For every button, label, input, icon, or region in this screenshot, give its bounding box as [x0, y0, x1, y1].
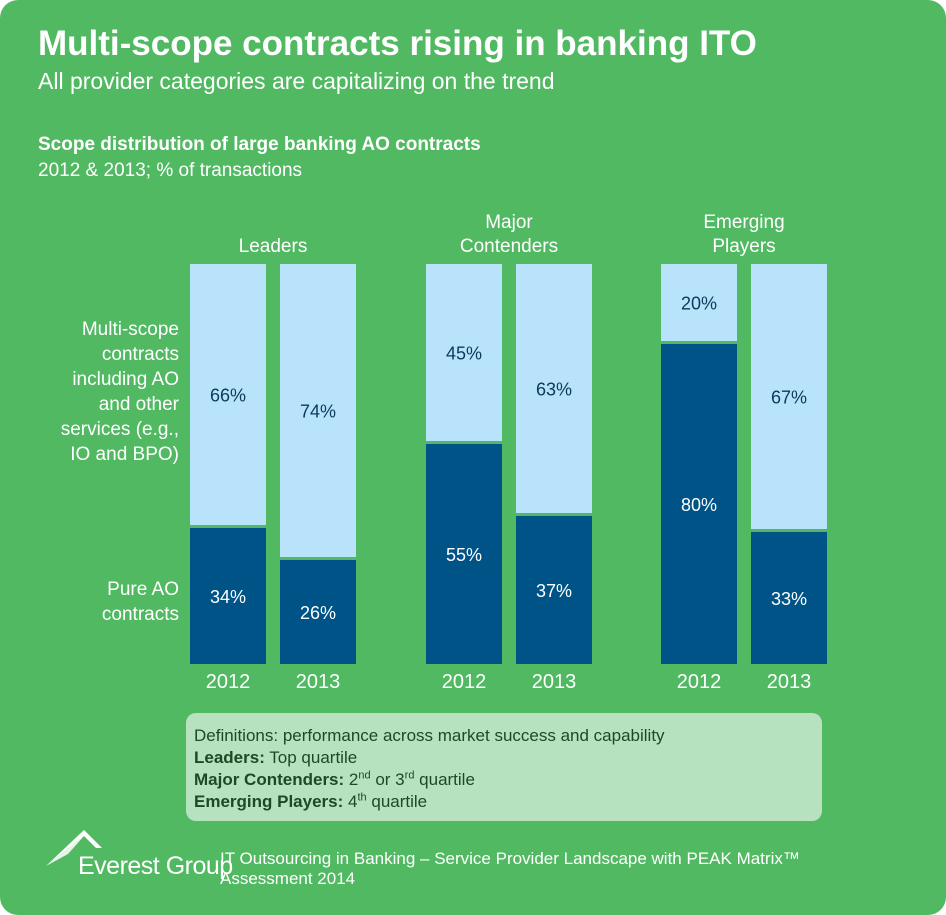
- x-tick-label: 2012: [677, 671, 722, 693]
- definition-text: 4: [343, 792, 358, 811]
- data-label-multi-scope: 74%: [300, 402, 336, 422]
- x-tick-label: 2012: [206, 671, 251, 693]
- bar-pure-ao: [751, 532, 827, 664]
- source-note: IT Outsourcing in Banking – Service Prov…: [220, 849, 880, 889]
- definition-major-contenders: Major Contenders: 2nd or 3rd quartile: [194, 769, 822, 791]
- series-label-pure-ao: Pure AO contracts: [102, 579, 179, 625]
- bar-multi-scope: [661, 264, 737, 341]
- everest-group-logo: Everest Group: [44, 828, 233, 888]
- x-tick-label: 2013: [767, 671, 812, 693]
- source-line-2: Assessment 2014: [220, 869, 356, 888]
- data-label-pure-ao: 26%: [300, 603, 336, 623]
- definition-sup: rd: [404, 769, 415, 782]
- definition-text: quartile: [366, 792, 428, 811]
- page-title: Multi-scope contracts rising in banking …: [38, 24, 757, 63]
- bar-multi-scope: [280, 264, 356, 557]
- data-label-multi-scope: 67%: [771, 388, 807, 408]
- page-subtitle: All provider categories are capitalizing…: [38, 68, 555, 94]
- data-label-pure-ao: 55%: [446, 545, 482, 565]
- bar-multi-scope: [190, 264, 266, 525]
- definition-text: 2: [344, 770, 359, 789]
- group-label: Major Contenders: [460, 212, 558, 257]
- definition-leaders: Leaders: Top quartile: [194, 747, 822, 769]
- data-label-pure-ao: 33%: [771, 589, 807, 609]
- definition-sup: nd: [358, 769, 371, 782]
- bar-multi-scope: [426, 264, 502, 441]
- definition-text: Top quartile: [264, 748, 358, 767]
- definition-text: or 3: [370, 770, 405, 789]
- definition-term: Leaders:: [194, 748, 265, 767]
- data-label-multi-scope: 45%: [446, 344, 482, 364]
- data-label-multi-scope: 63%: [536, 380, 572, 400]
- definition-emerging-players: Emerging Players: 4th quartile: [194, 791, 822, 813]
- bar-multi-scope: [751, 264, 827, 529]
- definition-sup: th: [357, 791, 367, 804]
- source-line-1: IT Outsourcing in Banking – Service Prov…: [220, 849, 800, 868]
- data-label-pure-ao: 37%: [536, 581, 572, 601]
- definition-text: quartile: [414, 770, 475, 789]
- chart-title: Scope distribution of large banking AO c…: [38, 134, 481, 155]
- data-label-pure-ao: 34%: [210, 587, 246, 607]
- data-label-multi-scope: 66%: [210, 386, 246, 406]
- chart-subtitle: 2012 & 2013; % of transactions: [38, 160, 303, 181]
- everest-mountain-icon: [46, 830, 102, 866]
- x-tick-label: 2013: [296, 671, 341, 693]
- x-tick-label: 2012: [442, 671, 487, 693]
- bar-pure-ao: [661, 344, 737, 664]
- definitions-intro: Definitions: performance across market s…: [194, 726, 665, 745]
- logo-text: Everest Group: [78, 852, 233, 880]
- definition-term: Major Contenders:: [194, 770, 345, 789]
- bar-pure-ao: [426, 444, 502, 664]
- data-label-pure-ao: 80%: [681, 495, 717, 515]
- bar-pure-ao: [190, 528, 266, 664]
- x-tick-label: 2013: [532, 671, 577, 693]
- definitions-box: Definitions: performance across market s…: [186, 713, 822, 821]
- data-label-multi-scope: 20%: [681, 294, 717, 314]
- definition-term: Emerging Players:: [194, 792, 344, 811]
- group-label: Emerging Players: [703, 212, 784, 257]
- bar-pure-ao: [280, 560, 356, 664]
- bar-multi-scope: [516, 264, 592, 513]
- group-label: Leaders: [239, 236, 308, 257]
- series-label-multi-scope: Multi-scope contracts including AO and othe…: [61, 319, 180, 465]
- bar-pure-ao: [516, 516, 592, 664]
